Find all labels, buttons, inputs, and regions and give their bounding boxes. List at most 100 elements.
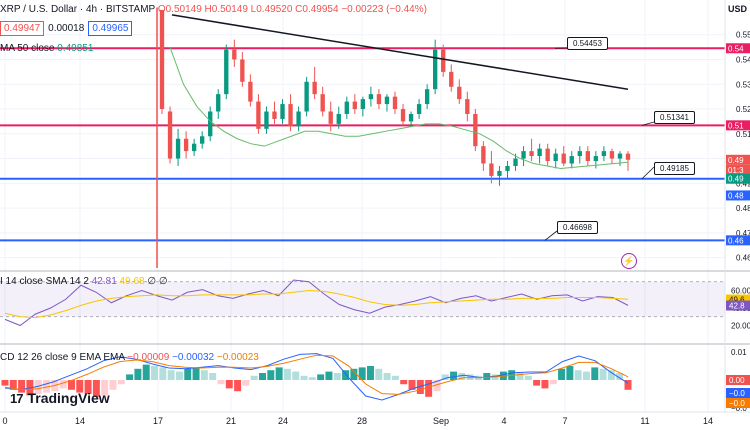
macd-pane[interactable] [1, 353, 632, 401]
macd-bar-66 [549, 380, 557, 385]
price-tag-2: 0.49 [728, 156, 744, 165]
rsi-label: I 14 close SMA 14 2 [0, 276, 89, 287]
main-price-pane[interactable] [0, 7, 725, 268]
rsi-tag-bg-1 [726, 300, 750, 311]
macd-bar-42 [350, 368, 358, 380]
macd-bar-46 [383, 373, 391, 380]
y-tick-label-1: 0.54 [736, 55, 750, 64]
macd-bar-20 [167, 370, 175, 380]
candle-body-24 [352, 101, 357, 110]
rsi-tick-label-0: 60.00 [731, 287, 750, 296]
macd-tag-bg-2 [726, 398, 750, 408]
macd-bar-50 [416, 380, 424, 394]
macd-bar-5 [43, 380, 51, 393]
candle-body-39 [473, 113, 478, 147]
y-tick-label-7: 0.48 [736, 204, 750, 213]
macd-bar-16 [134, 368, 142, 380]
macd-bar-68 [566, 366, 574, 380]
candle-body-55 [601, 151, 607, 157]
macd-bar-70 [582, 371, 590, 380]
macd-bar-10 [84, 380, 92, 394]
macd-bar-17 [142, 364, 150, 380]
macd-bar-40 [333, 373, 341, 380]
y-tick-label-8: 0.47 [736, 229, 750, 238]
ask-price[interactable]: 0.49965 [88, 21, 133, 36]
macd-bar-11 [92, 380, 100, 397]
candle-body-27 [376, 94, 382, 105]
macd-bar-55 [458, 373, 466, 380]
symbol-title[interactable]: XRP / U.S. Dollar · 4h · BITSTAMP [0, 4, 156, 15]
candle-body-14 [272, 111, 277, 119]
ma-value: 0.49851 [57, 43, 94, 54]
macd-bar-52 [433, 380, 441, 392]
rsi-sma-line [4, 289, 629, 319]
candle-body-18 [304, 81, 309, 112]
callout-level-3[interactable]: 0.49185 [654, 162, 695, 175]
candle-body-44 [513, 158, 518, 166]
candle-body-3 [183, 138, 189, 152]
macd-hist-value: −0.00009 [127, 352, 170, 363]
candle-body-1 [167, 111, 173, 159]
macd-bar-13 [109, 380, 117, 390]
rsi-legend[interactable]: I 14 close SMA 14 2 42.81 49.68 ∅ ∅ [0, 276, 168, 287]
candle-body-28 [384, 96, 390, 105]
price-tag-bg-4 [726, 173, 750, 184]
y-tick-label-2: 0.53 [736, 80, 750, 89]
price-tag-bg-1 [726, 120, 750, 131]
price-tag-3: 01:3 [728, 166, 744, 175]
ma-legend[interactable]: MA 50 close 0.49851 [0, 43, 93, 54]
candle-body-58 [625, 153, 631, 160]
rsi-sma-value: 49.68 [119, 276, 145, 287]
macd-bar-33 [275, 367, 283, 380]
ohlc-values: O0.50149 H0.50149 L0.49520 C0.49954 −0.0… [157, 4, 427, 15]
macd-legend[interactable]: CD 12 26 close 9 EMA EMA −0.00009 −0.000… [0, 352, 259, 363]
macd-bar-75 [624, 380, 632, 390]
symbol-legend[interactable]: XRP / U.S. Dollar · 4h · BITSTAMP O0.501… [0, 4, 427, 15]
candle-body-15 [280, 104, 285, 119]
bid-price[interactable]: 0.49947 [0, 21, 45, 36]
macd-bar-34 [283, 368, 291, 380]
candle-body-2 [175, 138, 181, 159]
candle-body-26 [368, 94, 374, 100]
macd-bar-71 [591, 367, 599, 380]
candle-body-50 [561, 153, 566, 164]
currency-label[interactable]: USD [727, 4, 747, 14]
macd-bar-54 [450, 371, 458, 380]
macd-bar-7 [59, 380, 67, 389]
tradingview-logo[interactable]: 17 TradingView [10, 390, 110, 406]
macd-bar-22 [184, 368, 192, 380]
y-tick-label-0: 0.55 [736, 31, 750, 40]
rsi-value: 42.81 [91, 276, 117, 287]
macd-bar-12 [101, 380, 109, 396]
macd-bar-35 [292, 371, 300, 380]
candle-body-40 [481, 146, 486, 164]
y-tick-label-3: 0.52 [736, 105, 750, 114]
x-tick-label-8: 7 [562, 416, 567, 426]
candle-body-16 [288, 104, 293, 127]
lightning-bolt-icon[interactable]: ⚡ [621, 253, 637, 269]
macd-bar-72 [599, 368, 607, 380]
rsi-pane[interactable] [0, 279, 725, 327]
candle-body-6 [208, 111, 213, 137]
macd-bar-24 [200, 370, 208, 380]
candle-body-9 [232, 49, 237, 60]
candle-body-41 [489, 163, 494, 176]
macd-bar-67 [558, 368, 566, 380]
callout-level-4[interactable]: 0.46698 [557, 221, 598, 234]
price-tag-bg-0 [726, 43, 750, 54]
macd-bar-47 [391, 375, 399, 380]
callout-level-2[interactable]: 0.51341 [654, 111, 695, 124]
macd-bar-63 [524, 375, 532, 380]
candle-body-23 [344, 101, 349, 114]
logo-text: TradingView [27, 390, 110, 406]
macd-bar-4 [34, 380, 42, 394]
candle-body-21 [328, 111, 333, 124]
candle-body-25 [360, 99, 366, 110]
callout-level-1[interactable]: 0.54453 [567, 37, 608, 50]
x-tick-label-0: 0 [2, 416, 7, 426]
macd-bar-32 [267, 370, 275, 380]
callout-leader-1 [641, 121, 655, 126]
x-tick-label-6: Sep [433, 416, 449, 426]
macd-bar-53 [441, 374, 449, 380]
